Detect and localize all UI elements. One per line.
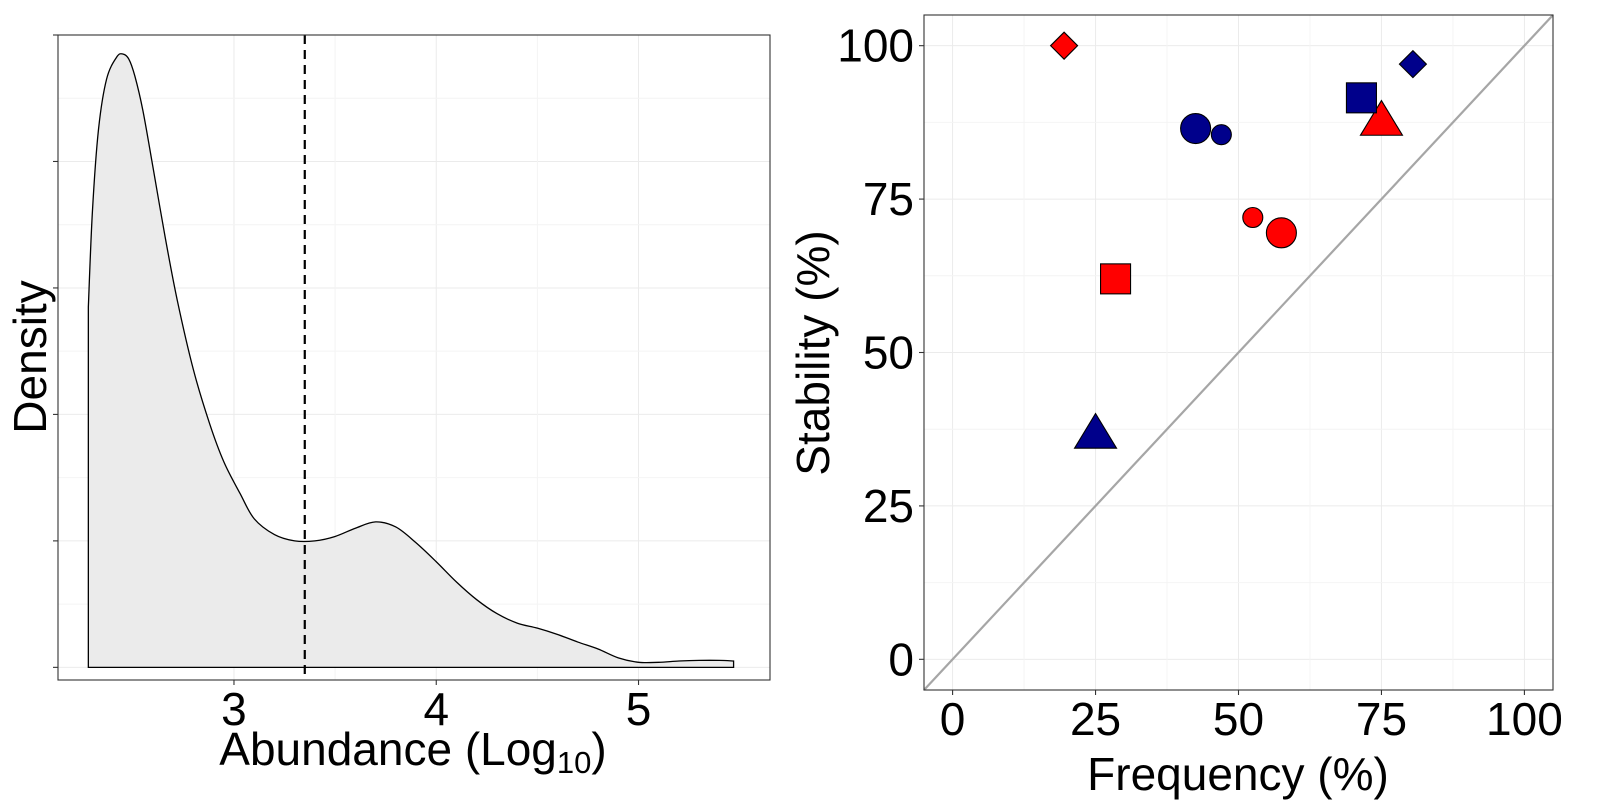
scatter-point-blue-triangle: [1073, 412, 1118, 449]
scatter-point-blue-circle: [1180, 112, 1212, 145]
scatter-panel: 0 25 50 75 100 0 25 50 75 100 Stability (%) Freq…: [787, 14, 1563, 800]
identity-line: [923, 14, 1554, 691]
scatter-y-tick-label: 50: [863, 327, 914, 379]
scatter-y-tick-label: 25: [863, 480, 914, 532]
scatter-point-red-square: [1100, 263, 1132, 295]
scatter-y-tick-label: 0: [888, 633, 914, 685]
scatter-y-tick-label: 75: [863, 173, 914, 225]
scatter-point-blue-square: [1345, 82, 1377, 114]
scatter-y-tick-label: 100: [837, 20, 914, 72]
density-x-axis-title: Abundance (Log10): [219, 723, 606, 780]
scatter-point-red-diamond: [1049, 31, 1079, 60]
scatter-x-tick-label: 100: [1486, 693, 1563, 745]
scatter-point-red-circle: [1242, 206, 1264, 229]
scatter-y-axis: 0 25 50 75 100: [837, 20, 924, 685]
density-x-axis: 3 4 5: [221, 680, 651, 735]
scatter-point-blue-diamond: [1398, 49, 1428, 79]
scatter-y-axis-title: Stability (%): [787, 230, 839, 475]
scatter-point-red-circle: [1265, 217, 1297, 249]
density-x-tick-label: 4: [423, 683, 449, 735]
density-area: [87, 53, 735, 669]
scatter-point-red-triangle: [1359, 99, 1404, 136]
scatter-x-tick-label: 50: [1213, 693, 1264, 745]
density-x-tick-label: 5: [626, 683, 652, 735]
density-panel: 3 4 5 Density Abundance (Log10): [4, 34, 771, 780]
scatter-points: [1049, 31, 1428, 449]
density-y-axis-title: Density: [4, 280, 56, 433]
scatter-x-tick-label: 25: [1070, 693, 1121, 745]
density-x-tick-label: 3: [221, 683, 247, 735]
density-panel-border: [57, 34, 771, 681]
scatter-x-axis-title: Frequency (%): [1087, 748, 1389, 800]
scatter-x-tick-label: 0: [940, 693, 966, 745]
scatter-x-tick-label: 75: [1356, 693, 1407, 745]
scatter-point-blue-circle: [1210, 124, 1232, 146]
scatter-gridlines: [924, 15, 1553, 690]
density-y-axis: [53, 34, 58, 668]
scatter-x-axis: 0 25 50 75 100: [940, 690, 1563, 745]
